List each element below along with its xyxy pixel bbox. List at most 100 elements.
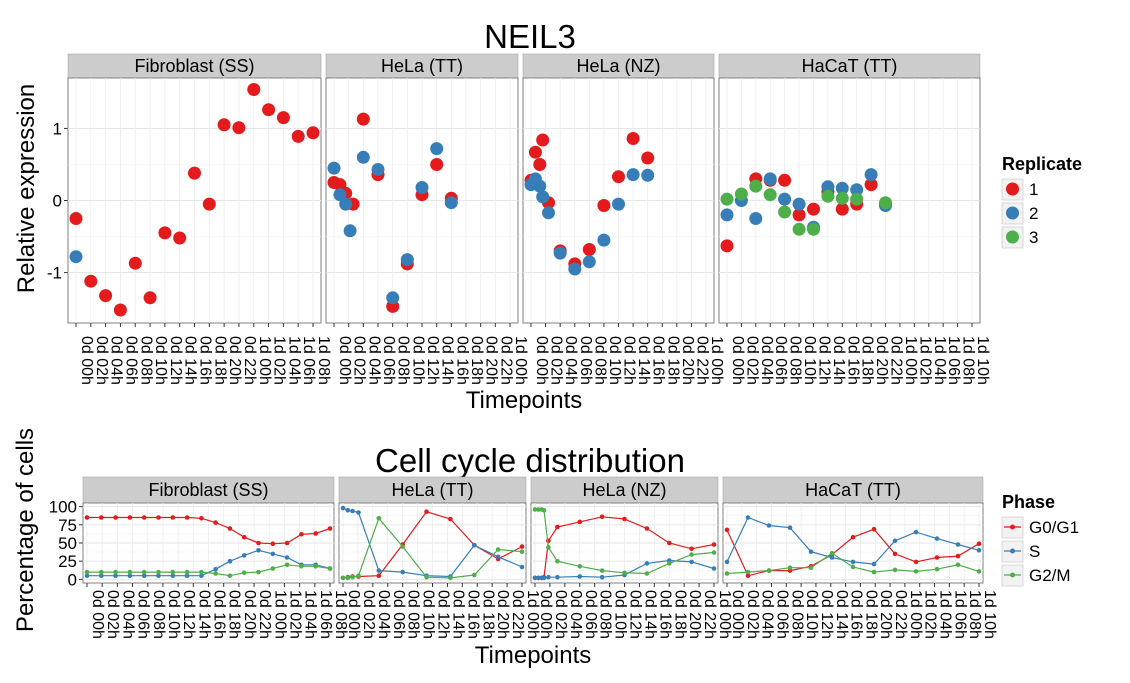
x-tick-label: 0d 06h (577, 336, 594, 385)
data-point (689, 552, 694, 557)
data-point (792, 222, 806, 236)
data-point (276, 111, 290, 125)
data-point (141, 573, 147, 578)
data-point (641, 168, 655, 182)
series-g2-m (532, 507, 717, 576)
data-point (188, 166, 201, 180)
facet-label: HeLa (TT) (391, 480, 473, 500)
data-point (386, 291, 400, 305)
data-point (536, 507, 541, 512)
legend-marker (1010, 524, 1015, 530)
data-point (864, 168, 878, 182)
data-point (555, 574, 560, 580)
data-point (495, 547, 501, 552)
x-tick-label: 0d 22h (892, 590, 909, 639)
data-point (792, 208, 806, 222)
data-point (934, 536, 940, 541)
data-point (241, 553, 247, 558)
x-tick-label: 0d 10h (606, 336, 623, 385)
x-tick-label: 0d 18h (468, 336, 485, 385)
data-point (835, 202, 849, 216)
data-point (519, 544, 525, 549)
x-tick-label: 1d 00h (907, 590, 924, 639)
data-point (400, 253, 414, 267)
data-point (430, 142, 444, 156)
data-point (807, 202, 820, 216)
data-point (533, 158, 547, 171)
legend-marker (1006, 230, 1019, 244)
data-point (84, 274, 98, 288)
data-point (170, 515, 176, 520)
data-point (376, 568, 382, 573)
data-point (113, 515, 118, 520)
x-tick-label: 0d 10h (165, 590, 182, 639)
x-tick-label: 0d 06h (773, 590, 790, 639)
data-point (934, 555, 940, 560)
data-point (327, 566, 333, 571)
series-g2-m (84, 562, 333, 578)
data-point (532, 507, 538, 512)
legend-title: Replicate (1002, 154, 1082, 174)
facet-strip (67, 53, 322, 79)
data-point (213, 571, 218, 576)
x-tick-label: 0d 20h (226, 336, 243, 385)
series-2 (524, 168, 655, 276)
data-point (850, 183, 864, 197)
x-tick-label: 0d 16h (656, 590, 673, 639)
x-tick-label: 0d 02h (743, 336, 760, 385)
x-tick-label: 0d 16h (844, 336, 861, 385)
data-point (644, 526, 650, 531)
x-tick-label: 0d 22h (256, 590, 273, 639)
x-tick-label: 1d 06h (945, 336, 962, 385)
x-tick-label: 1d 06h (300, 336, 317, 385)
data-point (247, 83, 261, 96)
data-point (955, 562, 961, 568)
y-tick-label: 100 (49, 498, 77, 517)
x-tick-label: 1d 08h (966, 590, 983, 639)
data-point (270, 541, 276, 546)
x-tick-label: 0d 02h (360, 590, 377, 639)
data-point (536, 133, 550, 147)
data-point (892, 567, 898, 573)
x-tick-label: 0d 18h (211, 336, 228, 385)
data-point (356, 112, 370, 126)
data-point (597, 233, 611, 247)
data-point (542, 206, 555, 220)
data-point (227, 573, 233, 578)
facet-label: HeLa (NZ) (582, 480, 666, 500)
x-tick-label: 1d 04h (931, 336, 948, 385)
x-tick-label: 0d 06h (582, 590, 599, 639)
data-point (333, 188, 347, 202)
data-point (976, 541, 982, 546)
facet-strip (530, 476, 719, 504)
legend-label: G2/M (1029, 566, 1071, 585)
data-point (555, 524, 560, 530)
x-tick-label: 0d 14h (439, 336, 456, 385)
data-point (444, 196, 458, 210)
data-point (356, 150, 370, 164)
facet-label: Fibroblast (SS) (148, 480, 268, 500)
facet-label: HaCaT (TT) (802, 56, 898, 76)
data-point (113, 573, 118, 578)
data-point (711, 566, 717, 571)
x-tick-label: 0d 12h (818, 590, 835, 639)
x-tick-label: 1d 08h (315, 336, 332, 385)
chart-title: NEIL3 (484, 18, 576, 55)
data-point (541, 575, 547, 581)
data-point (184, 515, 190, 520)
data-point (340, 505, 346, 511)
data-point (313, 531, 319, 536)
data-point (829, 550, 835, 556)
x-tick-label: 0d 02h (552, 590, 569, 639)
data-point (835, 191, 849, 205)
data-point (141, 569, 147, 575)
x-tick-label: 0d 08h (405, 590, 422, 639)
data-point (424, 574, 429, 580)
x-tick-label: 0d 00h (537, 590, 554, 639)
data-point (749, 179, 763, 193)
series-g2-m (340, 516, 525, 581)
x-tick-label: 0d 04h (759, 590, 776, 639)
x-tick-label: 0d 18h (479, 590, 496, 639)
data-point (955, 542, 961, 547)
